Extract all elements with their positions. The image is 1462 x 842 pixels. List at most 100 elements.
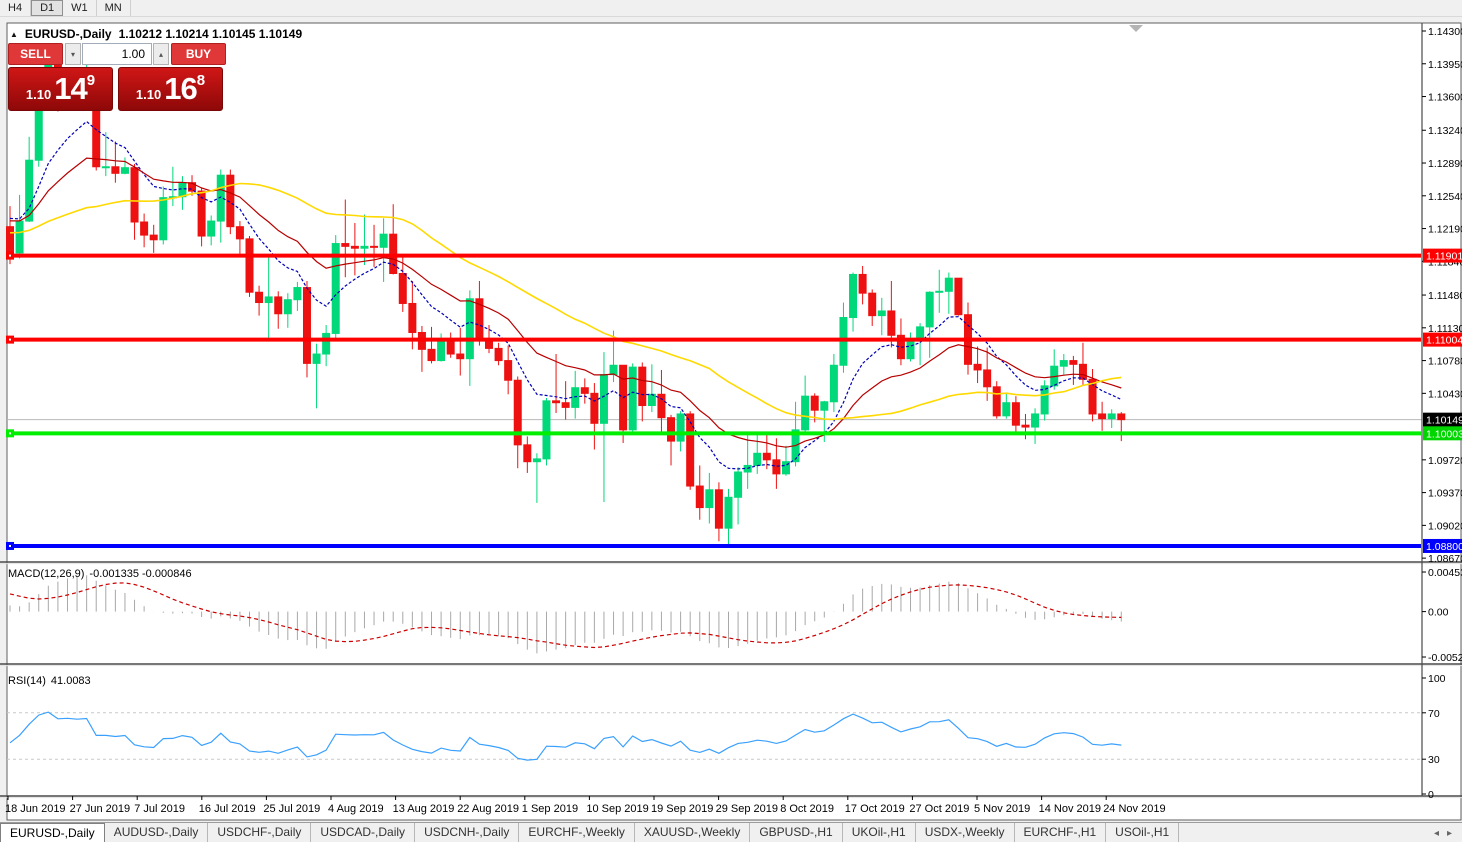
tabs-scroll-left-icon[interactable]: ◂ [1433, 827, 1439, 839]
svg-text:1.14300: 1.14300 [1428, 26, 1462, 38]
timeframe-D1[interactable]: D1 [31, 0, 64, 16]
rsi-pane[interactable] [7, 711, 1422, 761]
svg-text:17 Oct 2019: 17 Oct 2019 [845, 803, 905, 815]
chart-tab-EURCHF--H1[interactable]: EURCHF-,H1 [1015, 823, 1107, 842]
sell-price-small: 1.10 [25, 86, 52, 102]
svg-text:1.12540: 1.12540 [1428, 191, 1462, 203]
date-axis[interactable]: 18 Jun 2019 27 Jun 2019 7 Jul 2019 16 Jul 2… [5, 796, 1166, 815]
svg-text:1.10780: 1.10780 [1428, 356, 1462, 368]
sell-button[interactable]: SELL [8, 43, 63, 65]
svg-text:1.11480: 1.11480 [1428, 290, 1462, 302]
chart-tab-USDCAD--Daily[interactable]: USDCAD-,Daily [311, 823, 416, 842]
svg-text:18 Jun 2019: 18 Jun 2019 [5, 803, 66, 815]
hline-support-1[interactable] [6, 429, 1421, 438]
svg-text:24 Nov 2019: 24 Nov 2019 [1103, 803, 1165, 815]
volume-increase-button[interactable]: ▴ [153, 43, 169, 65]
volume-input[interactable] [82, 43, 152, 65]
svg-text:1.10430: 1.10430 [1428, 388, 1462, 400]
timeframe-W1[interactable]: W1 [63, 0, 97, 16]
chart-tab-EURCHF--Weekly[interactable]: EURCHF-,Weekly [519, 823, 635, 842]
chart-tab-AUDUSD--Daily[interactable]: AUDUSD-,Daily [105, 823, 209, 842]
chart-symbol-period: EURUSD-,Daily [24, 27, 112, 41]
hline-resistance-1[interactable] [6, 251, 1421, 260]
buy-price-display[interactable]: 1.10 16 8 [118, 67, 223, 111]
svg-text:1.09720: 1.09720 [1428, 455, 1462, 467]
svg-text:5 Nov 2019: 5 Nov 2019 [974, 803, 1030, 815]
volume-decrease-button[interactable]: ▾ [65, 43, 81, 65]
svg-text:1.12190: 1.12190 [1428, 224, 1462, 236]
svg-text:10 Sep 2019: 10 Sep 2019 [586, 803, 648, 815]
chart-shift-icon[interactable] [1129, 25, 1143, 32]
chart-tab-EURUSD--Daily[interactable]: EURUSD-,Daily [0, 823, 105, 842]
buy-price-big: 16 [164, 71, 197, 106]
svg-text:1.09370: 1.09370 [1428, 488, 1462, 500]
sell-price-display[interactable]: 1.10 14 9 [8, 67, 113, 111]
svg-text:22 Aug 2019: 22 Aug 2019 [457, 803, 519, 815]
timeframe-MN[interactable]: MN [97, 0, 131, 16]
svg-text:19 Sep 2019: 19 Sep 2019 [651, 803, 713, 815]
svg-text:1.13600: 1.13600 [1428, 92, 1462, 104]
timeframe-H4[interactable]: H4 [0, 0, 32, 16]
svg-text:29 Sep 2019: 29 Sep 2019 [716, 803, 778, 815]
chart-title: ▲ EURUSD-,Daily 1.10212 1.10214 1.10145 … [10, 27, 302, 41]
timeframe-toolbar: H4 D1 W1 MN [0, 0, 1462, 17]
hline-resistance-2[interactable] [6, 335, 1421, 344]
chart-tab-XAUUSD--Weekly[interactable]: XAUUSD-,Weekly [635, 823, 751, 842]
chart-tab-USDX--Weekly[interactable]: USDX-,Weekly [916, 823, 1015, 842]
svg-text:70: 70 [1428, 708, 1440, 720]
pane-separators [0, 561, 1462, 799]
macd-pane[interactable] [9, 575, 1122, 654]
svg-text:27 Jun 2019: 27 Jun 2019 [70, 803, 131, 815]
tabs-scroll-right-icon[interactable]: ▸ [1446, 827, 1452, 839]
chart-tab-USOil--H1[interactable]: USOil-,H1 [1106, 823, 1180, 842]
svg-text:16 Jul 2019: 16 Jul 2019 [199, 803, 256, 815]
svg-text:14 Nov 2019: 14 Nov 2019 [1039, 803, 1101, 815]
chart-tab-GBPUSD--H1[interactable]: GBPUSD-,H1 [750, 823, 843, 842]
svg-text:30: 30 [1428, 754, 1440, 766]
svg-text:1.10003: 1.10003 [1426, 428, 1462, 440]
chart-tab-USDCHF--Daily[interactable]: USDCHF-,Daily [208, 823, 312, 842]
svg-text:8 Oct 2019: 8 Oct 2019 [780, 803, 834, 815]
chart-background [6, 22, 1462, 821]
hline-support-2[interactable] [6, 541, 1421, 550]
svg-text:13 Aug 2019: 13 Aug 2019 [393, 803, 455, 815]
chart-tab-UKOil--H1[interactable]: UKOil-,H1 [843, 823, 916, 842]
svg-text:1.11901: 1.11901 [1426, 251, 1462, 263]
svg-text:27 Oct 2019: 27 Oct 2019 [909, 803, 969, 815]
svg-text:100: 100 [1428, 673, 1446, 685]
buy-button[interactable]: BUY [171, 43, 226, 65]
svg-text:1.12890: 1.12890 [1428, 158, 1462, 170]
volume-stepper: ▾ ▴ [65, 43, 169, 65]
rsi-label: RSI(14) 41.0083 [8, 675, 91, 687]
svg-text:1.08800: 1.08800 [1426, 541, 1462, 553]
svg-text:0: 0 [1428, 789, 1434, 801]
svg-text:1.10149: 1.10149 [1426, 415, 1462, 427]
svg-text:7 Jul 2019: 7 Jul 2019 [134, 803, 185, 815]
collapse-panel-icon[interactable]: ▲ [10, 29, 18, 39]
chart-tab-USDCNH--Daily[interactable]: USDCNH-,Daily [415, 823, 520, 842]
svg-text:25 Jul 2019: 25 Jul 2019 [263, 803, 320, 815]
svg-text:1 Sep 2019: 1 Sep 2019 [522, 803, 578, 815]
moving-averages [9, 120, 1122, 470]
chart-tab-bar: EURUSD-,Daily AUDUSD-,Daily USDCHF-,Daily U… [0, 822, 1462, 842]
macd-label: MACD(12,26,9) -0.001335 -0.000846 [8, 568, 192, 580]
buy-price-small: 1.10 [135, 86, 162, 102]
svg-text:0.004536: 0.004536 [1428, 567, 1462, 579]
svg-text:-0.005205: -0.005205 [1428, 652, 1462, 664]
svg-text:1.13950: 1.13950 [1428, 59, 1462, 71]
svg-text:4 Aug 2019: 4 Aug 2019 [328, 803, 384, 815]
sell-price-sup: 9 [86, 72, 96, 89]
svg-text:1.11004: 1.11004 [1426, 335, 1462, 347]
svg-text:1.13240: 1.13240 [1428, 125, 1462, 137]
buy-price-sup: 8 [196, 72, 206, 89]
candlestick-series [6, 47, 1126, 547]
svg-text:1.09020: 1.09020 [1428, 520, 1462, 532]
chart-quotes: 1.10212 1.10214 1.10145 1.10149 [118, 27, 303, 41]
price-axis[interactable]: 1.14300 1.13950 1.13600 1.13240 1.12890 1.125… [1421, 23, 1462, 801]
sell-price-big: 14 [54, 71, 87, 106]
one-click-trading-panel: SELL ▾ ▴ BUY 1.10 14 9 1.10 16 8 [8, 43, 226, 111]
svg-text:0.00: 0.00 [1428, 607, 1449, 619]
